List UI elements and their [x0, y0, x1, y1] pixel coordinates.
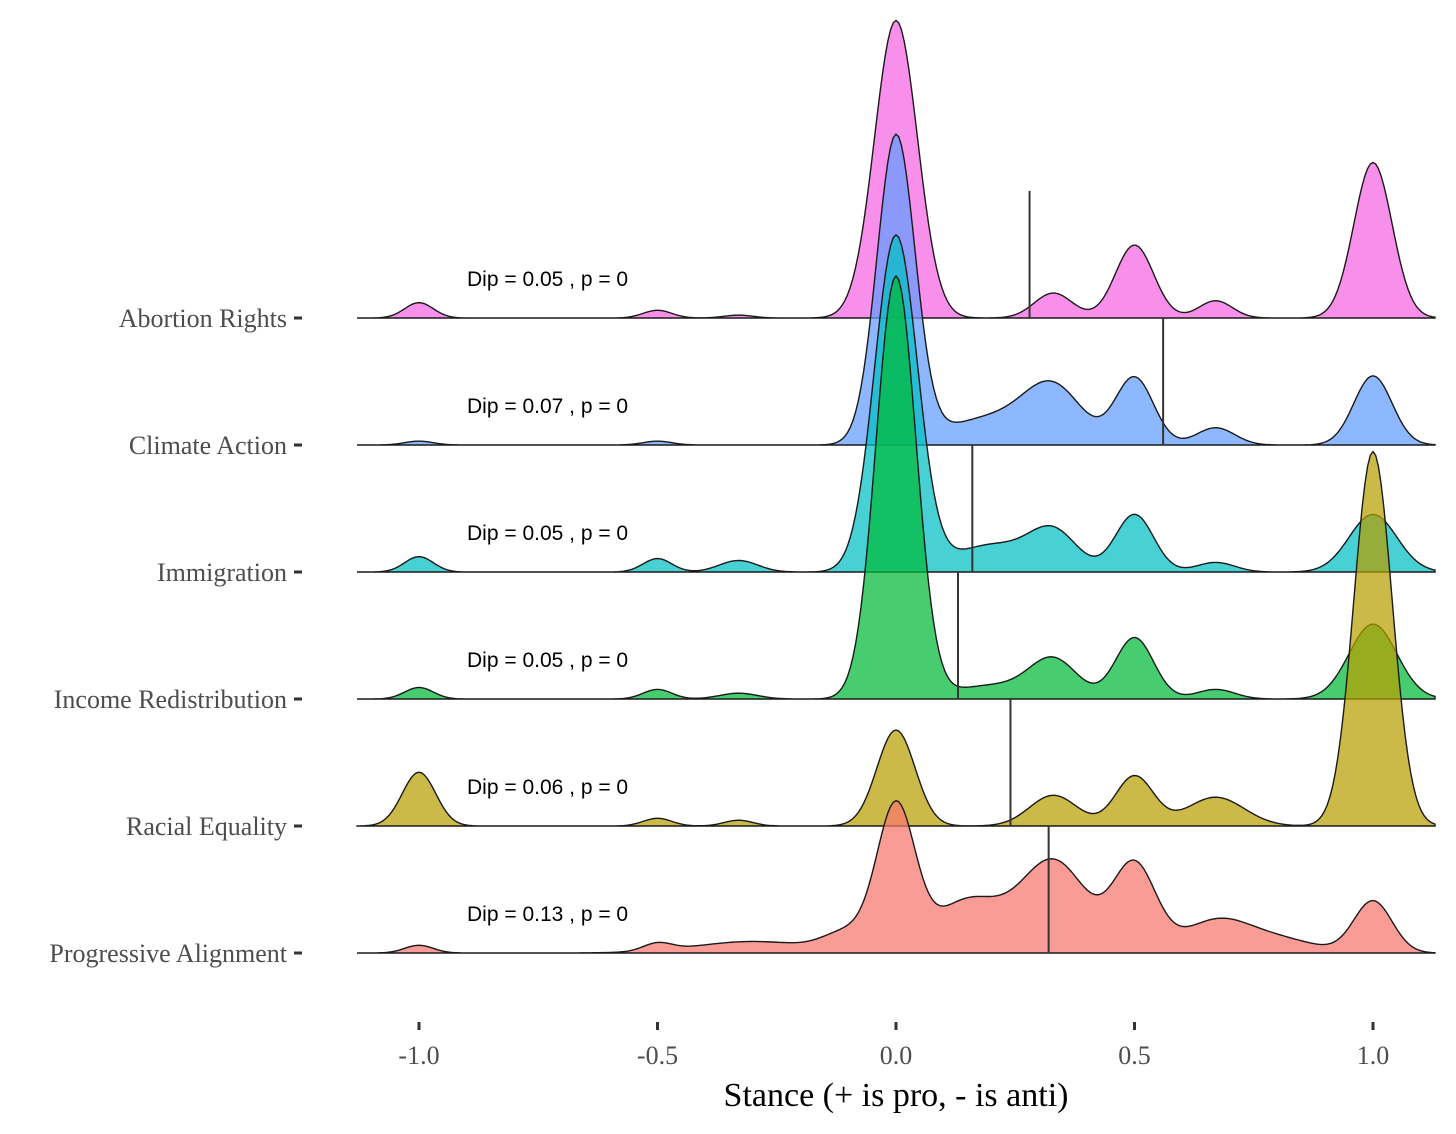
y-tick-label-progressive-alignment: Progressive Alignment: [49, 939, 287, 968]
y-tick-label-immigration: Immigration: [157, 558, 287, 587]
y-axis: Abortion Rights Climate Action Immigration…: [49, 304, 302, 968]
annotation-layer: Dip = 0.05 , p = 0 Dip = 0.07 , p = 0 Dip …: [467, 268, 628, 926]
ridge-layer: [356, 19, 1436, 954]
dip-annotation-progressive-alignment: Dip = 0.13 , p = 0: [467, 903, 628, 926]
ridge-racial-equality: [356, 450, 1436, 827]
y-tick-label-income-redistribution: Income Redistribution: [54, 685, 287, 714]
x-tick-label: -1.0: [398, 1041, 439, 1070]
dip-annotation-immigration: Dip = 0.05 , p = 0: [467, 522, 628, 545]
dip-annotation-abortion-rights: Dip = 0.05 , p = 0: [467, 268, 628, 291]
y-tick-label-racial-equality: Racial Equality: [126, 812, 287, 841]
x-tick-label: -0.5: [637, 1041, 678, 1070]
y-tick-label-climate-action: Climate Action: [129, 431, 287, 460]
x-axis-title: Stance (+ is pro, - is anti): [724, 1077, 1069, 1114]
ridge-income-redistribution: [356, 274, 1436, 700]
ridge-progressive-alignment: [356, 799, 1436, 954]
x-tick-label: 0.0: [880, 1041, 913, 1070]
dip-annotation-income-redistribution: Dip = 0.05 , p = 0: [467, 649, 628, 672]
x-axis: -1.0 -0.5 0.0 0.5 1.0: [398, 1022, 1389, 1070]
y-tick-label-abortion-rights: Abortion Rights: [119, 304, 287, 333]
x-tick-label: 1.0: [1357, 1041, 1390, 1070]
x-tick-label: 0.5: [1118, 1041, 1151, 1070]
dip-annotation-racial-equality: Dip = 0.06 , p = 0: [467, 776, 628, 799]
dip-annotation-climate-action: Dip = 0.07 , p = 0: [467, 395, 628, 418]
